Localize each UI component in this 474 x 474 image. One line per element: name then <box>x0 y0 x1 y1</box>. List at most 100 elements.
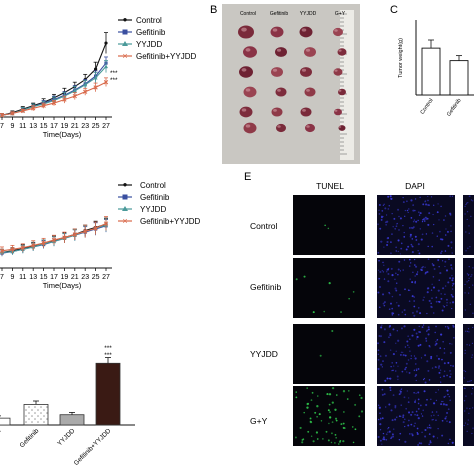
svg-text:×: × <box>122 51 127 61</box>
dapi-dot <box>400 351 403 354</box>
dapi-dot <box>431 411 434 413</box>
dapi-dot <box>381 215 383 218</box>
bar <box>421 47 441 96</box>
merge-dot <box>464 349 466 351</box>
dapi-dot <box>422 409 424 412</box>
dapi-dot <box>430 398 432 401</box>
merge-image <box>463 258 474 318</box>
dapi-dot <box>443 305 446 308</box>
dapi-dot <box>377 223 379 226</box>
merge-dot <box>468 279 470 282</box>
dapi-dot <box>409 278 411 280</box>
dapi-dot <box>447 442 450 445</box>
dapi-dot <box>396 223 398 225</box>
dapi-dot <box>438 365 441 368</box>
data-point <box>62 235 67 240</box>
dapi-dot <box>443 375 446 378</box>
dapi-dot <box>425 233 428 235</box>
x-tick-label: 11 <box>19 123 26 130</box>
dapi-dot <box>436 339 438 341</box>
dapi-dot <box>386 244 389 247</box>
dapi-dot <box>424 354 427 357</box>
merge-dot <box>465 330 467 332</box>
x-tick-label: 23 <box>81 274 89 281</box>
dapi-dot <box>379 439 382 442</box>
dapi-dot <box>428 433 431 435</box>
merge-dot <box>466 202 468 204</box>
dapi-dot <box>399 270 402 272</box>
merge-dot <box>466 273 468 275</box>
tumor-weight-chart: Tumor weight(g) Control Gefitinib <box>398 20 474 118</box>
merge-dot <box>465 250 467 252</box>
tunel-dot <box>320 420 323 422</box>
dapi-dot <box>441 309 444 312</box>
tunel-dot <box>328 411 332 414</box>
dapi-dot <box>447 281 450 284</box>
data-point <box>93 226 98 231</box>
photo-col-label: Control <box>240 11 256 17</box>
tunel-dot <box>340 311 342 313</box>
dapi-dot <box>402 201 405 204</box>
dapi-dot <box>383 278 386 280</box>
dapi-dot <box>442 287 445 290</box>
dapi-dot <box>441 434 444 437</box>
dapi-dot <box>391 370 393 372</box>
data-point <box>72 93 77 99</box>
dapi-dot <box>438 219 440 221</box>
dapi-dot <box>441 250 443 253</box>
data-point <box>10 111 15 116</box>
dapi-dot <box>445 269 449 272</box>
dapi-dot <box>416 271 419 273</box>
legend-label: Gefitinib+YYJDD <box>136 52 196 61</box>
legend-a: ● Control Gefitinib YYJDD × Gefitinib+YY… <box>118 15 196 61</box>
dapi-dot <box>418 211 420 213</box>
tunel-dot <box>335 419 338 422</box>
tunel-dot <box>336 394 338 396</box>
dapi-dot <box>444 265 446 268</box>
dapi-dot <box>419 196 421 199</box>
dapi-dot <box>416 427 419 430</box>
merge-dot <box>468 232 470 234</box>
dapi-dot <box>387 267 390 270</box>
merge-dot <box>468 265 470 268</box>
tunel-image <box>293 195 365 255</box>
dapi-dot <box>392 328 395 331</box>
tunel-dot <box>294 436 297 439</box>
dapi-dot <box>444 234 447 236</box>
tumor-specimen <box>304 47 316 57</box>
dapi-dot <box>403 325 406 328</box>
data-point <box>104 41 108 45</box>
dapi-dot <box>411 434 414 437</box>
dapi-dot <box>450 364 452 367</box>
dapi-dot <box>444 395 447 397</box>
tunel-dot <box>310 435 313 438</box>
dapi-dot <box>427 258 430 261</box>
tunel-dot <box>311 391 314 394</box>
x-tick-label: Gefitinib <box>19 427 41 449</box>
merge-dot <box>464 422 467 424</box>
data-point <box>62 97 67 102</box>
dapi-dot <box>409 235 412 238</box>
tunel-dot <box>328 282 331 285</box>
merge-dot <box>467 381 469 383</box>
data-point <box>0 248 5 253</box>
dapi-dot <box>444 260 447 263</box>
merge-dot <box>466 344 468 346</box>
merge-dot <box>465 231 467 233</box>
dapi-dot <box>389 293 391 295</box>
dapi-dot <box>379 428 382 431</box>
dapi-dot <box>402 421 405 424</box>
tunel-dot <box>330 441 333 444</box>
legend-label: Control <box>136 16 162 25</box>
dapi-dot <box>450 230 452 233</box>
data-point <box>51 237 57 243</box>
merge-dot <box>468 331 470 333</box>
legend-item-yyjdd: YYJDD <box>118 205 166 214</box>
dapi-dot <box>437 258 440 261</box>
merge-dot <box>467 423 469 425</box>
dapi-dot <box>453 336 455 339</box>
tunel-dot <box>316 395 319 397</box>
dapi-dot <box>429 440 432 442</box>
dapi-dot <box>384 221 387 224</box>
dapi-dot <box>415 273 418 276</box>
